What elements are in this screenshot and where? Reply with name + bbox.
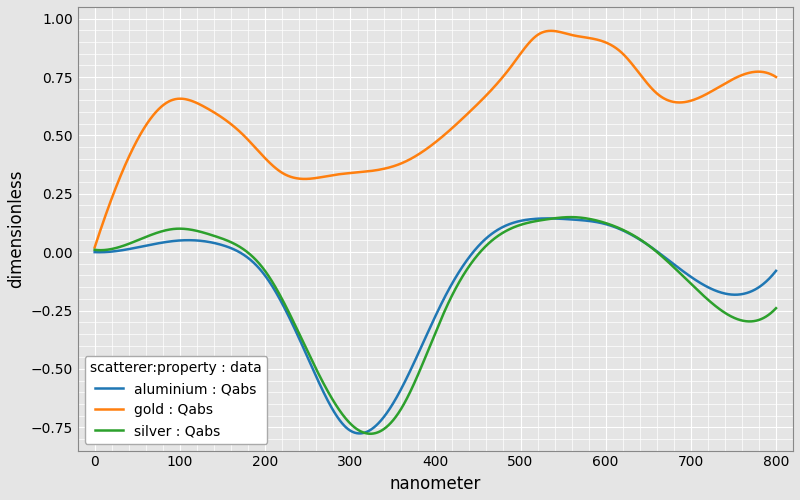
silver : Qabs: (800, -0.24): Qabs: (800, -0.24) [771,305,781,311]
gold : Qabs: (389, 0.44): Qabs: (389, 0.44) [421,146,430,152]
gold : Qabs: (630, 0.808): Qabs: (630, 0.808) [626,60,636,66]
aluminium : Qabs: (389, -0.358): Qabs: (389, -0.358) [422,333,431,339]
aluminium : Qabs: (778, -0.156): Qabs: (778, -0.156) [752,286,762,292]
aluminium : Qabs: (777, -0.156): Qabs: (777, -0.156) [752,286,762,292]
aluminium : Qabs: (368, -0.526): Qabs: (368, -0.526) [403,372,413,378]
X-axis label: nanometer: nanometer [390,475,481,493]
aluminium : Qabs: (311, -0.776): Qabs: (311, -0.776) [354,430,364,436]
aluminium : Qabs: (40.8, 0.0135): Qabs: (40.8, 0.0135) [125,246,134,252]
gold : Qabs: (777, 0.773): Qabs: (777, 0.773) [751,68,761,74]
aluminium : Qabs: (531, 0.145): Qabs: (531, 0.145) [542,216,552,222]
silver : Qabs: (631, 0.0758): Qabs: (631, 0.0758) [627,232,637,237]
Legend: aluminium : Qabs, gold : Qabs, silver : Qabs: aluminium : Qabs, gold : Qabs, silver : … [85,356,267,444]
Y-axis label: dimensionless: dimensionless [7,170,25,288]
silver : Qabs: (778, -0.293): Qabs: (778, -0.293) [752,318,762,324]
silver : Qabs: (324, -0.778): Qabs: (324, -0.778) [366,431,375,437]
Line: aluminium : Qabs: aluminium : Qabs [94,218,776,434]
gold : Qabs: (800, 0.75): Qabs: (800, 0.75) [771,74,781,80]
silver : Qabs: (559, 0.15): Qabs: (559, 0.15) [566,214,576,220]
Line: silver : Qabs: silver : Qabs [94,217,776,434]
aluminium : Qabs: (0, 0): Qabs: (0, 0) [90,249,99,255]
gold : Qabs: (0, 0.02): Qabs: (0, 0.02) [90,244,99,250]
gold : Qabs: (777, 0.773): Qabs: (777, 0.773) [752,68,762,74]
silver : Qabs: (389, -0.44): Qabs: (389, -0.44) [422,352,431,358]
gold : Qabs: (536, 0.948): Qabs: (536, 0.948) [546,28,556,34]
silver : Qabs: (777, -0.293): Qabs: (777, -0.293) [752,318,762,324]
gold : Qabs: (368, 0.393): Qabs: (368, 0.393) [403,158,413,164]
aluminium : Qabs: (631, 0.0735): Qabs: (631, 0.0735) [627,232,637,238]
silver : Qabs: (40.8, 0.0367): Qabs: (40.8, 0.0367) [125,240,134,246]
silver : Qabs: (0, 0.01): Qabs: (0, 0.01) [90,247,99,253]
aluminium : Qabs: (800, -0.08): Qabs: (800, -0.08) [771,268,781,274]
Line: gold : Qabs: gold : Qabs [94,31,776,248]
silver : Qabs: (368, -0.615): Qabs: (368, -0.615) [403,393,413,399]
gold : Qabs: (40.8, 0.413): Qabs: (40.8, 0.413) [125,152,134,158]
